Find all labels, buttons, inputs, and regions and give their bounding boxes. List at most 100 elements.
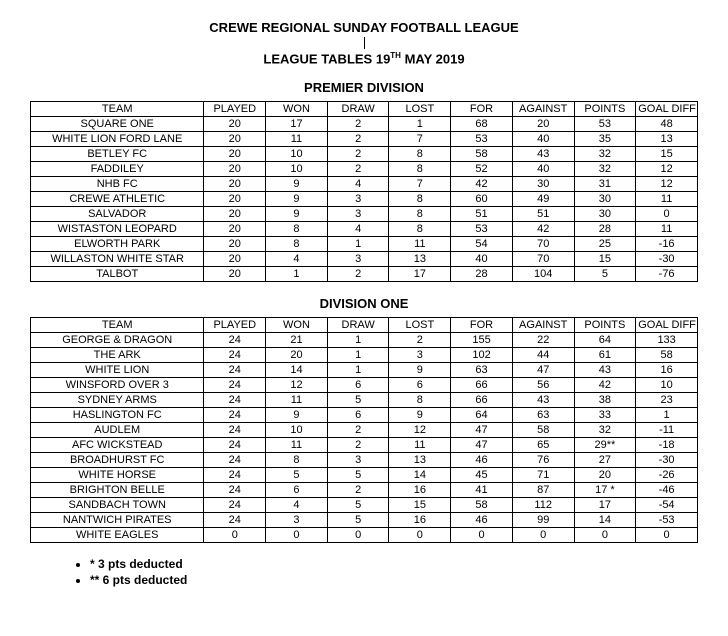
cell: 24 [204,378,266,393]
note-item: ** 6 pts deducted [90,573,698,587]
cell: 3 [327,207,389,222]
cell: 32 [574,162,636,177]
col-header: POINTS [574,318,636,333]
table-row: SQUARE ONE20172168205348 [31,117,698,132]
cell: 11 [266,132,328,147]
cell: 8 [266,237,328,252]
cell: 3 [327,252,389,267]
cell: 6 [266,483,328,498]
cell: SYDNEY ARMS [31,393,204,408]
cell: 0 [389,528,451,543]
cell: 3 [266,513,328,528]
notes-list: * 3 pts deducted ** 6 pts deducted [30,557,698,587]
cell: NANTWICH PIRATES [31,513,204,528]
col-header: LOST [389,318,451,333]
cell: 41 [451,483,513,498]
cell: 104 [512,267,574,282]
cell: 63 [512,408,574,423]
cell: 7 [389,177,451,192]
cell: 2 [327,423,389,438]
cell: 64 [574,333,636,348]
cell: 2 [389,333,451,348]
cell: 2 [327,162,389,177]
table-row: TALBOT201217281045-76 [31,267,698,282]
cell: 49 [512,192,574,207]
cell: 133 [636,333,698,348]
cell: 35 [574,132,636,147]
cell: 53 [451,222,513,237]
cell: 58 [451,498,513,513]
premier-header-row: TEAMPLAYEDWONDRAWLOSTFORAGAINSTPOINTSGOA… [31,102,698,117]
cell: WHITE EAGLES [31,528,204,543]
cell: 1 [327,348,389,363]
col-header: TEAM [31,102,204,117]
cell: SANDBACH TOWN [31,498,204,513]
cell: 8 [389,162,451,177]
cell: 20 [204,267,266,282]
cell: 30 [512,177,574,192]
cell: 76 [512,453,574,468]
cell: 8 [389,393,451,408]
col-header: GOAL DIFF [636,102,698,117]
cell: 33 [574,408,636,423]
col-header: WON [266,318,328,333]
cell: 66 [451,393,513,408]
cell: 87 [512,483,574,498]
cell: 46 [451,453,513,468]
cell: 24 [204,513,266,528]
cell: 13 [636,132,698,147]
table-row: HASLINGTON FC249696463331 [31,408,698,423]
cell: 8 [389,207,451,222]
cell: 5 [327,393,389,408]
cell: BRIGHTON BELLE [31,483,204,498]
cell: 4 [327,177,389,192]
cell: 53 [574,117,636,132]
cell: SALVADOR [31,207,204,222]
cell: 71 [512,468,574,483]
table-row: WHITE LION FORD LANE20112753403513 [31,132,698,147]
cell: 20 [204,252,266,267]
cell: 70 [512,237,574,252]
cell: FADDILEY [31,162,204,177]
cell: NHB FC [31,177,204,192]
cell: HASLINGTON FC [31,408,204,423]
sub-title-sup: TH [390,51,401,60]
cell: 20 [204,117,266,132]
cell: 2 [327,483,389,498]
table-row: SYDNEY ARMS24115866433823 [31,393,698,408]
cell: 28 [451,267,513,282]
cell: 17 * [574,483,636,498]
cell: 3 [327,453,389,468]
cell: 0 [574,528,636,543]
cell: 32 [574,147,636,162]
cell: 11 [266,393,328,408]
cell: 9 [266,192,328,207]
table-row: FADDILEY20102852403212 [31,162,698,177]
cell: AFC WICKSTEAD [31,438,204,453]
cell: -16 [636,237,698,252]
cell: 2 [327,267,389,282]
col-header: TEAM [31,318,204,333]
cell: 27 [574,453,636,468]
col-header: DRAW [327,102,389,117]
col-header: LOST [389,102,451,117]
cell: -11 [636,423,698,438]
cell: 5 [327,498,389,513]
cell: 8 [266,222,328,237]
cell: 42 [512,222,574,237]
cell: -26 [636,468,698,483]
cell: 44 [512,348,574,363]
cell: 6 [327,378,389,393]
cell: 1 [389,117,451,132]
cell: 5 [574,267,636,282]
cell: 64 [451,408,513,423]
cell: 16 [389,483,451,498]
cell: 43 [574,363,636,378]
cell: 3 [327,192,389,207]
main-title: CREWE REGIONAL SUNDAY FOOTBALL LEAGUE [30,20,698,35]
cell: WILLASTON WHITE STAR [31,252,204,267]
cell: 5 [266,468,328,483]
cell: 99 [512,513,574,528]
table-row: NHB FC2094742303112 [31,177,698,192]
note-item: * 3 pts deducted [90,557,698,571]
